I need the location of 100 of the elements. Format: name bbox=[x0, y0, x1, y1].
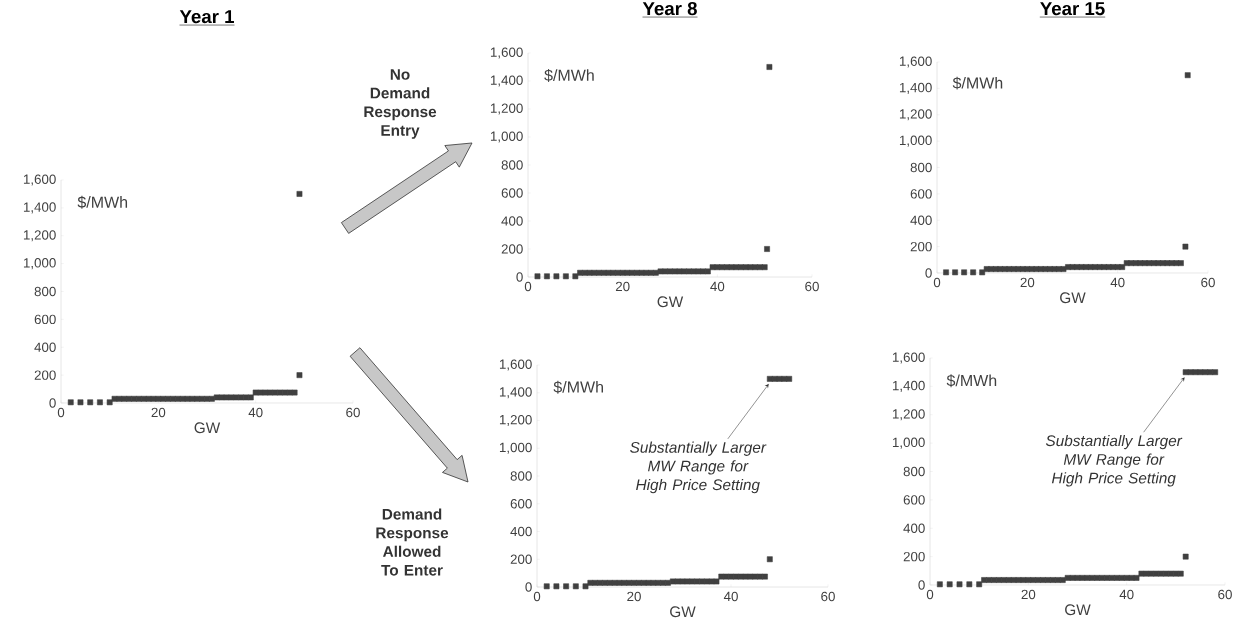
point bbox=[1146, 260, 1153, 266]
point bbox=[591, 269, 598, 276]
point bbox=[1005, 577, 1012, 583]
point bbox=[1010, 577, 1017, 583]
point bbox=[956, 581, 963, 588]
y-tick-label: 1,400 bbox=[23, 202, 56, 214]
point bbox=[671, 268, 678, 275]
point bbox=[1148, 570, 1155, 577]
point bbox=[194, 395, 201, 402]
point bbox=[640, 579, 647, 586]
point bbox=[1033, 266, 1040, 272]
y-tick-label: 1,000 bbox=[892, 437, 925, 449]
point bbox=[1153, 570, 1160, 577]
x-tick-label: 20 bbox=[615, 281, 630, 292]
point bbox=[946, 581, 953, 588]
point bbox=[286, 389, 293, 396]
point bbox=[714, 264, 721, 271]
x-tick-label: 40 bbox=[1119, 589, 1134, 600]
point bbox=[752, 573, 759, 580]
x-tick-label: 40 bbox=[248, 407, 263, 418]
point bbox=[1078, 264, 1085, 270]
point bbox=[1079, 575, 1086, 581]
point bbox=[605, 269, 612, 276]
point bbox=[165, 395, 171, 402]
point bbox=[936, 581, 943, 588]
y-tick-label: 1,200 bbox=[23, 230, 56, 242]
point bbox=[966, 581, 973, 588]
point bbox=[1064, 575, 1071, 581]
point bbox=[1137, 260, 1144, 266]
y-tick-label: 800 bbox=[34, 286, 56, 297]
point bbox=[544, 273, 550, 280]
x-tick-label: 20 bbox=[151, 407, 166, 418]
y-tick-label: 200 bbox=[34, 370, 56, 380]
y-tick-label: 1,600 bbox=[892, 352, 925, 364]
point bbox=[1069, 264, 1076, 270]
x-axis-title: GW bbox=[1060, 292, 1086, 304]
point bbox=[1158, 570, 1164, 577]
point bbox=[709, 264, 716, 271]
point bbox=[986, 577, 992, 583]
point bbox=[106, 399, 113, 406]
point bbox=[1050, 577, 1056, 583]
point bbox=[733, 264, 740, 271]
point bbox=[1182, 553, 1189, 560]
point bbox=[534, 273, 541, 280]
point bbox=[1051, 266, 1058, 272]
y-tick-label: 1,600 bbox=[899, 56, 932, 68]
point bbox=[145, 395, 152, 402]
point bbox=[737, 573, 744, 580]
point bbox=[602, 579, 608, 586]
point bbox=[1114, 264, 1121, 270]
point bbox=[1192, 369, 1199, 376]
annotation: Substantially Larger MW Range for High Price Setting bbox=[630, 441, 767, 494]
y-tick-label: 1,600 bbox=[490, 47, 523, 59]
text: Demand Response Allowed To Enter bbox=[376, 508, 449, 576]
point bbox=[655, 579, 662, 586]
point bbox=[1099, 575, 1105, 581]
point bbox=[179, 395, 186, 402]
point bbox=[995, 577, 1002, 583]
point bbox=[1096, 264, 1103, 270]
point bbox=[1040, 577, 1046, 583]
point bbox=[262, 389, 269, 396]
point bbox=[762, 573, 768, 580]
y-tick-label: 1,000 bbox=[499, 442, 532, 454]
point bbox=[1084, 575, 1091, 581]
point bbox=[67, 399, 74, 406]
point bbox=[600, 269, 607, 276]
point bbox=[764, 246, 770, 252]
y-axis-title: $/MWh bbox=[946, 374, 997, 388]
x-tick-label: 60 bbox=[1218, 589, 1232, 600]
point bbox=[723, 573, 730, 580]
point bbox=[766, 556, 773, 563]
point bbox=[657, 268, 664, 275]
y-tick-label: 1,200 bbox=[892, 409, 925, 421]
y-tick-label: 0 bbox=[525, 582, 532, 592]
point bbox=[650, 579, 657, 586]
point bbox=[638, 269, 645, 276]
point bbox=[267, 389, 274, 396]
point bbox=[643, 269, 650, 276]
point bbox=[1132, 260, 1139, 266]
point bbox=[976, 581, 983, 588]
point bbox=[1030, 577, 1037, 583]
point bbox=[1113, 575, 1120, 581]
point bbox=[1104, 575, 1110, 581]
point bbox=[1025, 577, 1032, 583]
x-tick-label: 20 bbox=[1021, 589, 1036, 600]
y-tick-label: 600 bbox=[910, 189, 932, 199]
annotation: Substantially Larger MW Range for High Price Setting bbox=[1045, 434, 1183, 487]
x-axis-title: GW bbox=[670, 606, 696, 618]
point bbox=[257, 389, 264, 396]
y-tick-label: 600 bbox=[903, 495, 925, 505]
point bbox=[243, 394, 249, 401]
y-tick-label: 800 bbox=[501, 160, 523, 170]
point bbox=[582, 583, 589, 590]
point bbox=[1119, 264, 1126, 270]
chart-title: Year 8 bbox=[642, 1, 697, 16]
point bbox=[992, 266, 999, 272]
point bbox=[660, 579, 666, 586]
point bbox=[1069, 575, 1076, 581]
point bbox=[631, 579, 637, 586]
point bbox=[1020, 577, 1027, 583]
